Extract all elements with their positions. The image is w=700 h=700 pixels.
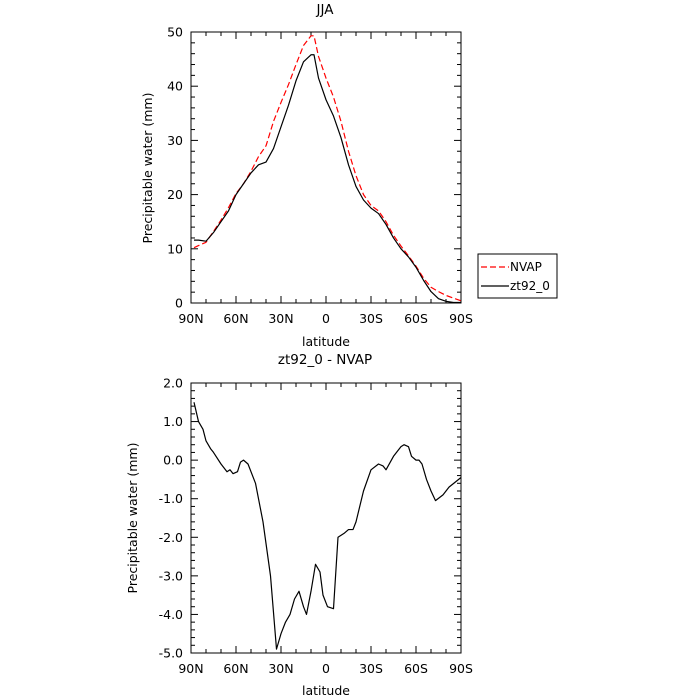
bottom-y-axis-title: Precipitable water (mm): [125, 443, 140, 594]
bottom-panel: zt92_0 - NVAP 90N 60N 30N 0 30S 60S 90S -5.0 -4…: [125, 352, 473, 698]
y-tick-label: -5.0: [159, 646, 183, 661]
bottom-plot-frame: [190, 382, 462, 654]
x-tick-label: 90S: [449, 661, 473, 676]
y-tick-label: 2.0: [163, 376, 183, 391]
legend-label-zt92-0: zt92_0: [510, 279, 550, 293]
legend: NVAP zt92_0: [477, 253, 558, 299]
bottom-x-axis-title: latitude: [302, 683, 350, 698]
x-tick-label: 60N: [223, 311, 248, 326]
x-tick-label: 60S: [404, 311, 428, 326]
bottom-ticks: [190, 382, 462, 654]
top-ticks: [190, 31, 462, 304]
x-tick-label: 0: [322, 311, 330, 326]
top-x-axis-title: latitude: [302, 334, 350, 349]
bottom-y-tick-labels: -5.0 -4.0 -3.0 -2.0 -1.0 0.0 1.0 2.0: [159, 376, 183, 661]
top-y-axis-title: Precipitable water (mm): [140, 93, 155, 244]
bottom-chart-title: zt92_0 - NVAP: [278, 352, 372, 368]
y-tick-label: 50: [167, 25, 183, 40]
y-tick-label: 40: [167, 79, 183, 94]
legend-box: [477, 253, 558, 299]
top-panel: JJA 90N 60N 30N 0 30S 60S 90S 0 10 20 30 40 50 lati…: [140, 2, 473, 349]
y-tick-label: 1.0: [163, 414, 183, 429]
series-line-zt92-0: [194, 54, 461, 304]
top-series-lines: [193, 35, 462, 304]
series-line-difference: [193, 402, 462, 650]
top-plot-frame: [190, 31, 462, 304]
x-tick-label: 60S: [404, 661, 428, 676]
x-tick-label: 30S: [359, 661, 383, 676]
x-tick-label: 0: [322, 661, 330, 676]
y-tick-label: 10: [167, 241, 183, 256]
bottom-x-tick-labels: 90N 60N 30N 0 30S 60S 90S: [178, 661, 473, 676]
top-chart-title: JJA: [316, 2, 335, 18]
x-tick-label: 30S: [359, 311, 383, 326]
x-tick-label: 90N: [178, 661, 203, 676]
x-tick-label: 30N: [268, 311, 293, 326]
top-x-tick-labels: 90N 60N 30N 0 30S 60S 90S: [178, 311, 473, 326]
y-tick-label: -3.0: [159, 568, 183, 583]
x-tick-label: 90N: [178, 311, 203, 326]
y-tick-label: 30: [167, 133, 183, 148]
y-tick-label: -4.0: [159, 607, 183, 622]
y-tick-label: 0: [175, 296, 183, 311]
y-tick-label: -1.0: [159, 491, 183, 506]
y-tick-label: 20: [167, 187, 183, 202]
top-y-tick-labels: 0 10 20 30 40 50: [167, 25, 183, 311]
bottom-series-lines: [193, 402, 462, 650]
x-tick-label: 30N: [268, 661, 293, 676]
x-tick-label: 90S: [449, 311, 473, 326]
legend-label-nvap: NVAP: [510, 260, 542, 274]
series-line-nvap: [193, 35, 462, 302]
y-tick-label: 0.0: [163, 453, 183, 468]
x-tick-label: 60N: [223, 661, 248, 676]
y-tick-label: -2.0: [159, 530, 183, 545]
